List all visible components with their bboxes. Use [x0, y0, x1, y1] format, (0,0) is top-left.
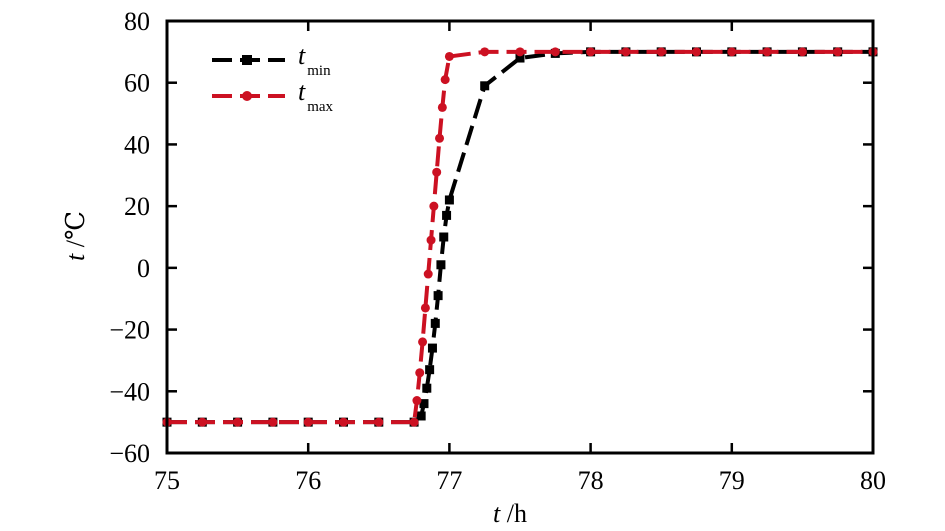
y-tick-label: 80 — [124, 7, 150, 36]
data-point — [432, 167, 442, 177]
data-point — [440, 75, 450, 85]
data-point — [437, 102, 447, 112]
y-tick-label: 40 — [124, 130, 150, 159]
data-point — [429, 201, 439, 211]
data-point — [423, 269, 433, 279]
data-point — [339, 417, 348, 427]
legend-label-sub: min — [307, 63, 331, 79]
x-axis-title-unit: /h — [500, 499, 527, 528]
data-point — [550, 47, 560, 57]
data-point — [762, 47, 772, 57]
data-point — [197, 417, 207, 427]
data-point — [515, 53, 525, 63]
data-point — [439, 232, 449, 242]
y-tick-label: 60 — [124, 69, 150, 98]
plot-frame — [165, 19, 875, 455]
data-point — [416, 411, 426, 421]
legend-label-sub: max — [307, 99, 333, 115]
data-point — [420, 303, 430, 313]
y-axis-title: t /℃ — [61, 211, 90, 261]
legend-marker — [242, 91, 252, 101]
data-point — [422, 383, 432, 393]
data-point — [444, 51, 454, 61]
data-point — [692, 47, 701, 57]
data-point — [427, 343, 437, 353]
x-tick-label: 79 — [719, 466, 745, 495]
x-tick-label: 76 — [295, 466, 321, 495]
data-point — [442, 210, 452, 220]
x-axis-title: t /h — [493, 499, 527, 528]
y-tick-label: 20 — [124, 192, 150, 221]
y-axis-tick-labels: −60 −40 −20 0 20 40 60 80 — [109, 7, 150, 468]
legend-item-min: tmin — [212, 41, 331, 79]
y-axis-title-var: t — [61, 253, 90, 261]
x-axis-title-var: t — [493, 499, 501, 528]
data-point — [480, 81, 490, 91]
data-point — [515, 47, 525, 57]
data-point — [444, 195, 454, 205]
data-point — [435, 133, 445, 143]
x-tick-label: 80 — [860, 466, 886, 495]
x-tick-label: 75 — [154, 466, 180, 495]
legend-label-main: t — [298, 77, 306, 106]
data-point — [656, 47, 666, 57]
data-point — [374, 417, 384, 427]
data-point — [303, 417, 313, 427]
plot-area — [162, 19, 878, 455]
data-point — [415, 368, 425, 378]
legend-label: tmax — [298, 77, 334, 115]
legend-label-main: t — [298, 41, 306, 70]
data-point — [409, 417, 419, 427]
y-tick-label: −20 — [109, 316, 150, 345]
y-axis-title-unit: /℃ — [61, 211, 90, 254]
data-point — [727, 47, 737, 57]
y-tick-label: 0 — [137, 254, 150, 283]
data-point — [425, 365, 435, 375]
data-point — [268, 417, 278, 427]
data-point — [621, 47, 631, 57]
data-point — [419, 399, 429, 409]
legend-marker — [242, 55, 252, 65]
data-point — [426, 235, 436, 245]
x-tick-label: 78 — [578, 466, 604, 495]
legend-item-max: tmax — [212, 77, 334, 115]
x-axis-tick-labels: 75 76 77 78 79 80 — [154, 466, 886, 495]
data-point — [412, 396, 422, 406]
data-point — [418, 337, 428, 347]
series-layer — [162, 47, 878, 427]
data-point — [233, 417, 243, 427]
data-point — [586, 47, 596, 57]
x-tick-label: 77 — [436, 466, 462, 495]
y-tick-label: −60 — [109, 439, 150, 468]
data-point — [433, 291, 443, 301]
data-point — [833, 47, 843, 57]
data-point — [797, 47, 807, 57]
data-point — [480, 47, 490, 57]
series-line-max — [167, 49, 873, 425]
data-point — [430, 318, 440, 328]
legend-label: tmin — [298, 41, 331, 79]
data-point — [436, 260, 446, 270]
series-max — [162, 47, 878, 427]
y-tick-label: −40 — [109, 377, 150, 406]
